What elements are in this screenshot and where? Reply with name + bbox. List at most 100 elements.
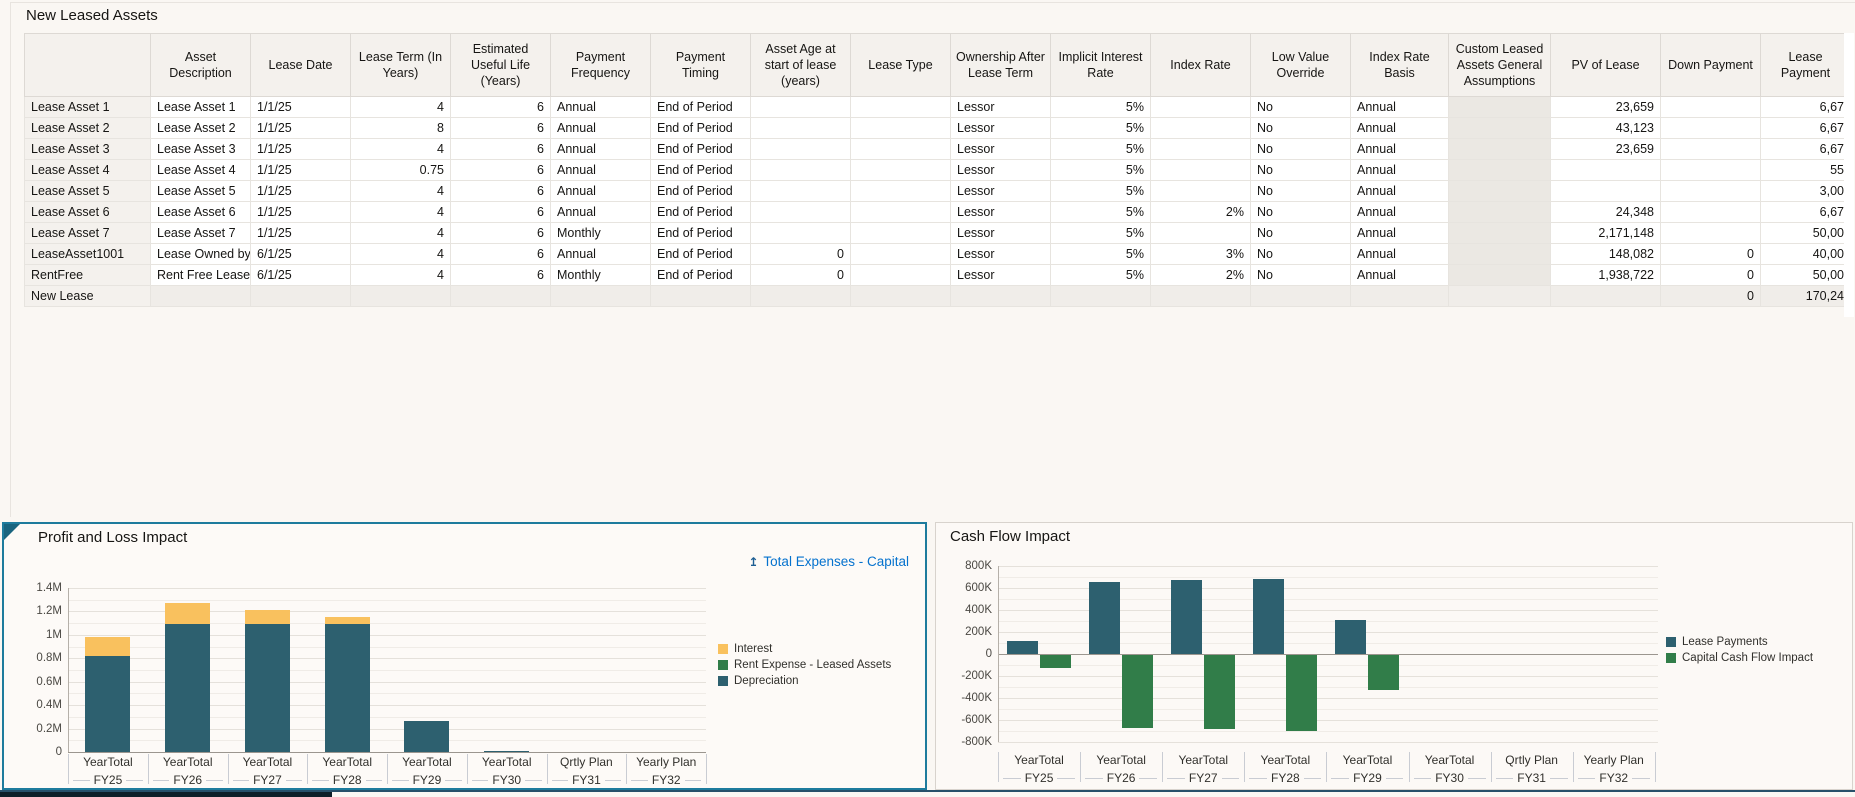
- bar-segment[interactable]: [484, 750, 530, 752]
- table-cell[interactable]: 6/1/25: [250, 243, 351, 265]
- table-cell[interactable]: [650, 285, 751, 307]
- table-cell[interactable]: 6,67: [1760, 96, 1844, 118]
- table-cell[interactable]: [850, 117, 951, 139]
- table-cell[interactable]: [750, 285, 851, 307]
- table-cell[interactable]: 2%: [1150, 201, 1251, 223]
- table-cell[interactable]: No: [1250, 243, 1351, 265]
- table-cell[interactable]: 6/1/25: [250, 264, 351, 286]
- table-cell[interactable]: End of Period: [650, 159, 751, 181]
- table-cell[interactable]: 0: [1660, 243, 1761, 265]
- table-cell[interactable]: Lease Asset 3: [150, 138, 251, 160]
- table-cell[interactable]: 0: [1660, 285, 1761, 307]
- table-cell[interactable]: 4: [350, 264, 451, 286]
- table-cell[interactable]: Rent Free Lease: [150, 264, 251, 286]
- table-cell[interactable]: 6: [450, 243, 551, 265]
- table-cell[interactable]: End of Period: [650, 201, 751, 223]
- table-cell[interactable]: [1660, 222, 1761, 244]
- leased-assets-grid[interactable]: Asset Description Lease Date Lease Term (I…: [24, 33, 1844, 318]
- table-cell[interactable]: 50,00: [1760, 264, 1844, 286]
- table-cell[interactable]: [1150, 138, 1251, 160]
- row-header[interactable]: RentFree: [24, 264, 151, 286]
- table-cell[interactable]: [950, 285, 1051, 307]
- table-cell[interactable]: Annual: [1350, 222, 1449, 244]
- table-cell[interactable]: 148,082: [1550, 243, 1661, 265]
- table-cell[interactable]: 6: [450, 180, 551, 202]
- table-cell[interactable]: [1448, 201, 1551, 223]
- table-cell[interactable]: 5%: [1050, 222, 1151, 244]
- table-cell[interactable]: [850, 159, 951, 181]
- bar-capital-cash-flow[interactable]: [1368, 655, 1400, 690]
- table-cell[interactable]: [1550, 180, 1661, 202]
- table-cell[interactable]: [1448, 138, 1551, 160]
- table-cell[interactable]: Annual: [1350, 96, 1449, 118]
- table-cell[interactable]: Annual: [550, 117, 651, 139]
- table-cell[interactable]: Monthly: [550, 264, 651, 286]
- table-cell[interactable]: 1/1/25: [250, 180, 351, 202]
- table-cell[interactable]: 6: [450, 201, 551, 223]
- table-cell[interactable]: Annual: [1350, 138, 1449, 160]
- bar-segment[interactable]: [85, 637, 131, 656]
- table-cell[interactable]: 1/1/25: [250, 201, 351, 223]
- table-cell[interactable]: [750, 222, 851, 244]
- table-cell[interactable]: Annual: [1350, 117, 1449, 139]
- bar-capital-cash-flow[interactable]: [1122, 655, 1154, 728]
- table-cell[interactable]: Lease Owned by: [150, 243, 251, 265]
- table-cell[interactable]: Annual: [1350, 201, 1449, 223]
- bar-lease-payments[interactable]: [1171, 580, 1203, 654]
- table-cell[interactable]: 5%: [1050, 138, 1151, 160]
- table-cell[interactable]: [1448, 285, 1551, 307]
- table-cell[interactable]: [1660, 180, 1761, 202]
- table-cell[interactable]: Annual: [1350, 159, 1449, 181]
- bottom-panel-edge[interactable]: [0, 792, 332, 797]
- table-cell[interactable]: End of Period: [650, 264, 751, 286]
- cashflow-impact-panel[interactable]: Cash Flow Impact Lease Payments Capital C…: [935, 522, 1853, 790]
- table-cell[interactable]: Lease Asset 5: [150, 180, 251, 202]
- table-cell[interactable]: 2,171,148: [1550, 222, 1661, 244]
- table-cell[interactable]: 23,659: [1550, 138, 1661, 160]
- table-cell[interactable]: [1660, 117, 1761, 139]
- table-cell[interactable]: [1550, 285, 1661, 307]
- leased-assets-table[interactable]: Asset Description Lease Date Lease Term (I…: [24, 33, 1844, 307]
- table-cell[interactable]: [850, 285, 951, 307]
- pnl-impact-panel[interactable]: Profit and Loss Impact ↥ Total Expenses -…: [2, 522, 927, 790]
- bar-capital-cash-flow[interactable]: [1040, 655, 1071, 668]
- table-cell[interactable]: [550, 285, 651, 307]
- table-cell[interactable]: Lease Asset 2: [150, 117, 251, 139]
- table-cell[interactable]: 1/1/25: [250, 138, 351, 160]
- table-cell[interactable]: [1350, 285, 1449, 307]
- table-cell[interactable]: 1/1/25: [250, 96, 351, 118]
- table-cell[interactable]: 40,00: [1760, 243, 1844, 265]
- table-cell[interactable]: [850, 222, 951, 244]
- table-cell[interactable]: [1448, 159, 1551, 181]
- table-cell[interactable]: [1150, 180, 1251, 202]
- bar-segment[interactable]: [244, 610, 290, 625]
- bar-lease-payments[interactable]: [1089, 582, 1121, 654]
- table-cell[interactable]: [1448, 222, 1551, 244]
- table-cell[interactable]: [850, 138, 951, 160]
- table-cell[interactable]: Annual: [1350, 180, 1449, 202]
- table-cell[interactable]: 2%: [1150, 264, 1251, 286]
- table-cell[interactable]: [850, 264, 951, 286]
- row-header[interactable]: LeaseAsset1001: [24, 243, 151, 265]
- bar-segment[interactable]: [404, 721, 450, 752]
- table-cell[interactable]: Annual: [550, 243, 651, 265]
- table-cell[interactable]: No: [1250, 159, 1351, 181]
- table-cell[interactable]: 0: [750, 243, 851, 265]
- table-cell[interactable]: Lease Asset 7: [150, 222, 251, 244]
- table-cell[interactable]: No: [1250, 222, 1351, 244]
- table-cell[interactable]: 5%: [1050, 201, 1151, 223]
- table-cell[interactable]: [750, 180, 851, 202]
- table-cell[interactable]: Lessor: [950, 201, 1051, 223]
- table-cell[interactable]: End of Period: [650, 96, 751, 118]
- table-cell[interactable]: End of Period: [650, 222, 751, 244]
- table-cell[interactable]: [450, 285, 551, 307]
- table-cell[interactable]: 4: [350, 180, 451, 202]
- bar-capital-cash-flow[interactable]: [1204, 655, 1236, 730]
- table-cell[interactable]: 5%: [1050, 117, 1151, 139]
- bar-segment[interactable]: [165, 624, 211, 752]
- table-cell[interactable]: 55: [1760, 159, 1844, 181]
- table-cell[interactable]: [750, 117, 851, 139]
- bar-lease-payments[interactable]: [1007, 640, 1038, 654]
- row-header[interactable]: Lease Asset 5: [24, 180, 151, 202]
- table-cell[interactable]: 4: [350, 243, 451, 265]
